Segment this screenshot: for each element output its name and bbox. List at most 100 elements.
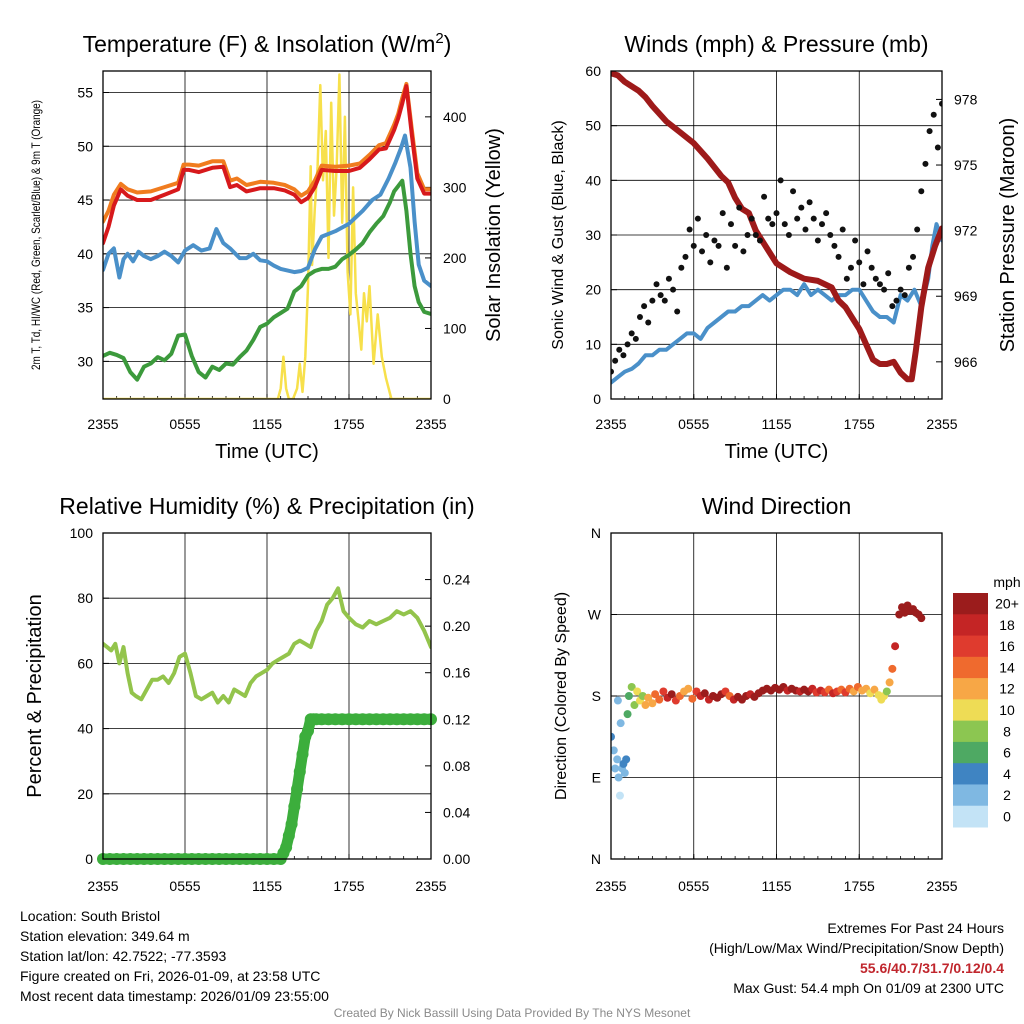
temp-xlabel: Time (UTC) <box>215 441 319 463</box>
colorbar-label: 2 <box>1003 787 1011 803</box>
winds-gust-point <box>885 270 892 277</box>
winds-border <box>610 70 943 400</box>
winds-gust-point <box>636 314 643 320</box>
winds-gust-point <box>732 242 739 249</box>
wdir-ytick-label: N <box>591 525 601 541</box>
wind-direction-point <box>651 690 660 699</box>
colorbar-label: 16 <box>999 638 1015 654</box>
temp-ytick-label: 55 <box>77 85 93 101</box>
winds-gust-point <box>819 221 826 228</box>
winds-series-group <box>611 71 942 385</box>
winds-ytick-label: 20 <box>585 282 601 298</box>
rh-y2tick-label: 0.08 <box>443 758 470 774</box>
rh-y2tick-label: 0.16 <box>443 665 470 681</box>
winds-gust-point <box>649 297 656 304</box>
station-elevation: Station elevation: 349.64 m <box>20 928 190 944</box>
winds-gust-point <box>905 264 912 271</box>
rh-y2tick-label: 0.04 <box>443 804 470 820</box>
winds-gust-point <box>810 215 817 222</box>
wind-direction-point <box>688 694 697 703</box>
winds-gust-point <box>641 303 648 310</box>
rh-panel: Relative Humidity (%) & Precipitation (i… <box>24 493 475 894</box>
winds-gust-point <box>856 259 863 266</box>
temp-y2tick-label: 200 <box>443 250 467 266</box>
temp-ytick-label: 50 <box>77 138 93 154</box>
wind-direction-point <box>624 692 633 700</box>
winds-gust-point <box>645 319 652 326</box>
winds-gust-point <box>632 335 639 342</box>
winds-gust-point <box>926 128 933 135</box>
wdir-ytick-label: E <box>592 770 601 786</box>
winds-gust-point <box>897 286 904 293</box>
rh-xtick-label: 1755 <box>333 878 364 894</box>
colorbar-label: 8 <box>1003 723 1011 739</box>
winds-xtick-label: 1755 <box>844 416 875 432</box>
rh-xtick-label: 1155 <box>252 878 282 894</box>
temp-ytick-label: 45 <box>77 192 93 208</box>
winds-xtick-label: 2355 <box>926 416 957 432</box>
winds-xtick-label: 0555 <box>678 416 709 432</box>
colorbar-swatch <box>953 741 988 764</box>
winds-gust-point <box>616 346 623 353</box>
winds-gust-point <box>736 204 743 211</box>
wdir-xtick-label: 2355 <box>926 878 957 894</box>
wind-direction-point <box>641 701 650 710</box>
winds-gust-point <box>918 188 925 195</box>
winds-gust-point <box>930 111 937 118</box>
winds-y2tick-label: 972 <box>954 223 978 239</box>
winds-title: Winds (mph) & Pressure (mb) <box>624 31 928 57</box>
temp-ytick-label: 30 <box>77 353 93 369</box>
winds-gust-point <box>678 264 685 271</box>
wdir-ytick-label: W <box>588 607 602 623</box>
wind-direction-point <box>917 614 926 623</box>
winds-gust-point <box>727 221 734 228</box>
temp-y2tick-label: 400 <box>443 109 467 125</box>
winds-gust-point <box>852 237 859 244</box>
colorbar-label: 10 <box>999 702 1015 718</box>
winds-gust-point <box>876 281 883 288</box>
temp-y2tick-label: 100 <box>443 320 467 336</box>
extremes-subtitle: (High/Low/Max Wind/Precipitation/Snow De… <box>709 940 1004 956</box>
wind-direction-point <box>630 701 639 710</box>
colorbar-label: 14 <box>999 659 1015 675</box>
winds-gust-point <box>798 204 805 211</box>
winds-gust-point <box>794 215 801 222</box>
winds-gust-point <box>831 242 838 249</box>
winds-gust-point <box>922 160 929 167</box>
winds-gust-point <box>674 308 681 315</box>
winds-gust-point <box>703 232 710 238</box>
extremes-title: Extremes For Past 24 Hours <box>827 920 1004 936</box>
rh-ytick-label: 80 <box>77 590 93 606</box>
winds-gust-point <box>839 226 846 233</box>
winds-gust-point <box>657 292 664 299</box>
wind-direction-point <box>870 685 879 694</box>
wdir-xtick-label: 1155 <box>761 878 791 894</box>
wind-direction-point <box>882 687 891 696</box>
winds-gust-point <box>624 341 631 348</box>
rh-y2tick-label: 0.24 <box>443 572 470 588</box>
colorbar-swatch <box>953 720 988 743</box>
colorbar-swatch <box>953 784 988 807</box>
wdir-border <box>610 532 943 860</box>
winds-panel: Winds (mph) & Pressure (mb) 2355 0555 1155 1… <box>550 31 1019 463</box>
winds-gust-point <box>934 144 941 151</box>
winds-gust-point <box>823 210 830 217</box>
winds-gust-point <box>868 264 875 271</box>
winds-gust-point <box>939 100 942 107</box>
winds-gust-point <box>765 215 772 222</box>
temp-wind-chill-line <box>103 133 431 289</box>
winds-gust-point <box>777 177 784 184</box>
winds-gust-point <box>872 275 879 282</box>
wind-direction-point <box>684 684 693 693</box>
winds-gust-point <box>806 199 813 206</box>
wind-direction-point <box>622 755 631 764</box>
wind-direction-point <box>613 696 622 705</box>
recent-timestamp: Most recent data timestamp: 2026/01/09 2… <box>20 988 329 1004</box>
wind-direction-point <box>700 689 709 698</box>
colorbar-title: mph <box>993 574 1020 590</box>
figure-canvas: Temperature (F) & Insolation (W/m2)2355 0… <box>24 30 1021 894</box>
winds-gust-point <box>790 188 797 195</box>
winds-gust-point <box>756 237 763 244</box>
winds-gust-point <box>761 193 768 200</box>
winds-gust-point <box>690 242 697 249</box>
